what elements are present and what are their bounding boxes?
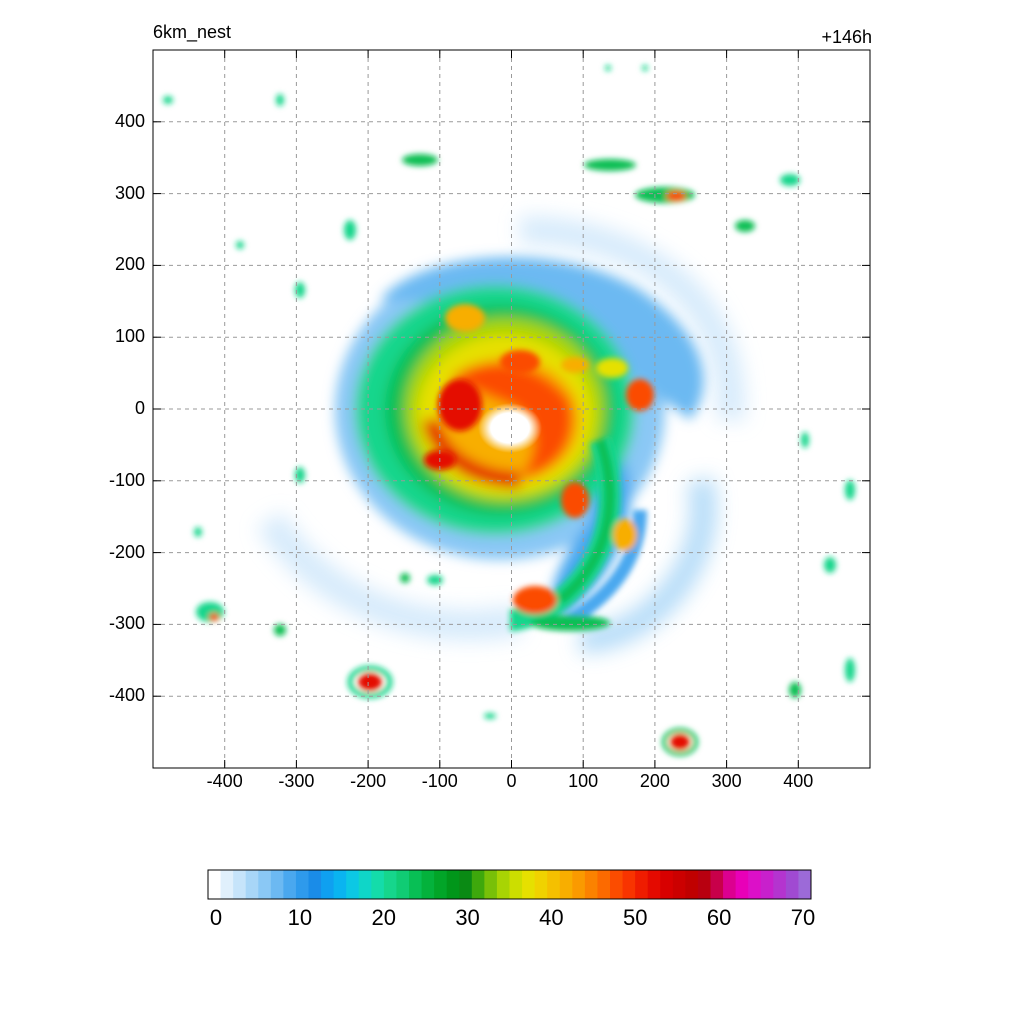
colorbar-swatch-27 — [547, 870, 561, 899]
x-tick-label-5: 100 — [568, 771, 599, 791]
title-right: +146h — [821, 27, 872, 47]
colorbar-swatch-14 — [383, 870, 397, 899]
colorbar-swatch-39 — [697, 870, 711, 899]
x-tick-label-8: 400 — [783, 771, 814, 791]
x-tick-label-0: -400 — [206, 771, 243, 791]
colorbar-swatch-1 — [220, 870, 234, 899]
colorbar-swatch-42 — [735, 870, 749, 899]
colorbar-label-0: 0 — [209, 905, 223, 930]
colorbar-swatch-31 — [597, 870, 611, 899]
convective-cells — [163, 65, 855, 756]
colorbar-label-1: 10 — [287, 905, 313, 930]
colorbar-swatch-47 — [798, 870, 812, 899]
colorbar-swatch-12 — [358, 870, 372, 899]
x-tick-label-6: 200 — [639, 771, 670, 791]
colorbar-swatch-19 — [446, 870, 460, 899]
colorbar-swatch-5 — [270, 870, 284, 899]
colorbar-swatch-9 — [321, 870, 335, 899]
colorbar — [207, 869, 812, 900]
colorbar-swatch-43 — [748, 870, 762, 899]
colorbar-swatch-41 — [723, 870, 737, 899]
y-tick-label-1: 300 — [114, 182, 145, 203]
colorbar-swatch-11 — [346, 870, 360, 899]
colorbar-swatch-21 — [471, 870, 485, 899]
colorbar-swatch-13 — [371, 870, 385, 899]
colorbar-swatch-6 — [283, 870, 297, 899]
reflectivity-field — [163, 65, 855, 756]
colorbar-swatch-46 — [785, 870, 799, 899]
x-tick-label-4: 0 — [506, 771, 517, 791]
colorbar-label-5: 50 — [623, 905, 648, 930]
colorbar-swatch-8 — [308, 870, 322, 899]
colorbar-swatch-44 — [760, 870, 774, 899]
y-tick-label-6: -200 — [108, 541, 145, 562]
colorbar-swatch-33 — [622, 870, 636, 899]
colorbar-frame — [207, 869, 812, 900]
colorbar-swatch-36 — [660, 870, 674, 899]
x-tick-label-3: -100 — [421, 771, 458, 791]
y-tick-label-8: -400 — [108, 685, 145, 706]
y-tick-label-7: -300 — [108, 613, 145, 634]
colorbar-swatch-0 — [208, 870, 222, 899]
colorbar-swatch-34 — [635, 870, 649, 899]
colorbar-swatch-18 — [434, 870, 448, 899]
colorbar-swatch-40 — [710, 870, 724, 899]
colorbar-swatch-30 — [584, 870, 598, 899]
y-tick-label-2: 200 — [114, 254, 145, 275]
title-left: 6km_nest — [153, 22, 232, 42]
y-tick-label-0: 400 — [114, 110, 145, 131]
colorbar-swatch-32 — [610, 870, 624, 899]
colorbar-swatch-24 — [509, 870, 523, 899]
colorbar-swatch-29 — [572, 870, 586, 899]
colorbar-swatch-4 — [258, 870, 272, 899]
colorbar-swatch-16 — [409, 870, 423, 899]
colorbar-label-2: 20 — [371, 905, 396, 930]
x-tick-label-1: -300 — [278, 771, 315, 791]
colorbar-swatch-38 — [685, 870, 699, 899]
colorbar-swatch-20 — [459, 870, 473, 899]
x-tick-label-7: 300 — [711, 771, 742, 791]
colorbar-swatch-7 — [295, 870, 309, 899]
colorbar-swatch-25 — [522, 870, 536, 899]
colorbar-label-6: 60 — [706, 905, 732, 930]
colorbar-swatch-45 — [773, 870, 787, 899]
colorbar-label-7: 70 — [790, 905, 816, 930]
y-tick-label-4: 0 — [134, 398, 145, 418]
colorbar-swatch-28 — [559, 870, 573, 899]
colorbar-swatch-10 — [333, 870, 347, 899]
colorbar-swatch-2 — [233, 870, 247, 899]
colorbar-label-3: 30 — [455, 905, 480, 930]
colorbar-swatch-15 — [396, 870, 410, 899]
x-tick-label-2: -200 — [350, 771, 387, 791]
colorbar-swatch-37 — [672, 870, 686, 899]
colorbar-swatch-35 — [647, 870, 661, 899]
axis-ticks — [153, 50, 870, 768]
y-tick-label-5: -100 — [108, 469, 145, 490]
colorbar-swatch-17 — [421, 870, 435, 899]
colorbar-swatch-23 — [496, 870, 510, 899]
colorbar-label-4: 40 — [539, 905, 564, 930]
y-tick-label-3: 100 — [114, 326, 145, 347]
colorbar-swatch-22 — [484, 870, 498, 899]
colorbar-swatch-3 — [245, 870, 259, 899]
colorbar-swatch-26 — [534, 870, 548, 899]
